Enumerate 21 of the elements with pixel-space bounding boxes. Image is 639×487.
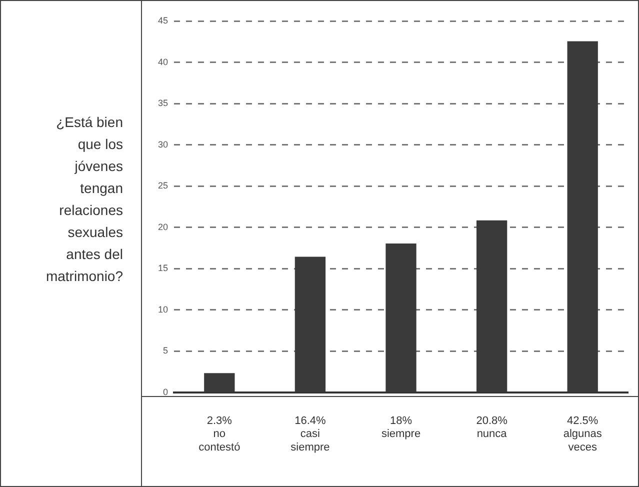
- y-tick-label: 35: [158, 98, 168, 108]
- x-tick-label: siempre: [381, 428, 421, 440]
- x-tick-label: no contestó: [198, 428, 240, 454]
- y-tick-label: 10: [158, 304, 168, 314]
- y-tick-label: 45: [158, 15, 168, 26]
- y-tick-label: 30: [158, 139, 168, 150]
- data-label: 20.8%: [476, 415, 508, 428]
- y-tick-label: 5: [162, 346, 168, 356]
- y-axis-title: ¿Está bien que los jóvenes tengan relaciones sexuales antes del matrimonio?: [44, 112, 123, 286]
- x-tick-label: algunas veces: [563, 428, 602, 454]
- y-tick-label: 15: [158, 263, 168, 274]
- data-label: 42.5%: [567, 415, 598, 428]
- x-tick-label: nunca: [476, 428, 508, 440]
- y-tick-label: 40: [158, 56, 168, 67]
- y-tick-label: 0: [162, 386, 168, 397]
- data-label: 18%: [390, 415, 412, 428]
- y-tick-label: 25: [158, 180, 168, 191]
- y-tick-label: 20: [158, 222, 168, 232]
- x-tick-label: casi siempre: [290, 428, 330, 454]
- data-label: 2.3%: [206, 415, 232, 428]
- data-label: 16.4%: [294, 415, 326, 428]
